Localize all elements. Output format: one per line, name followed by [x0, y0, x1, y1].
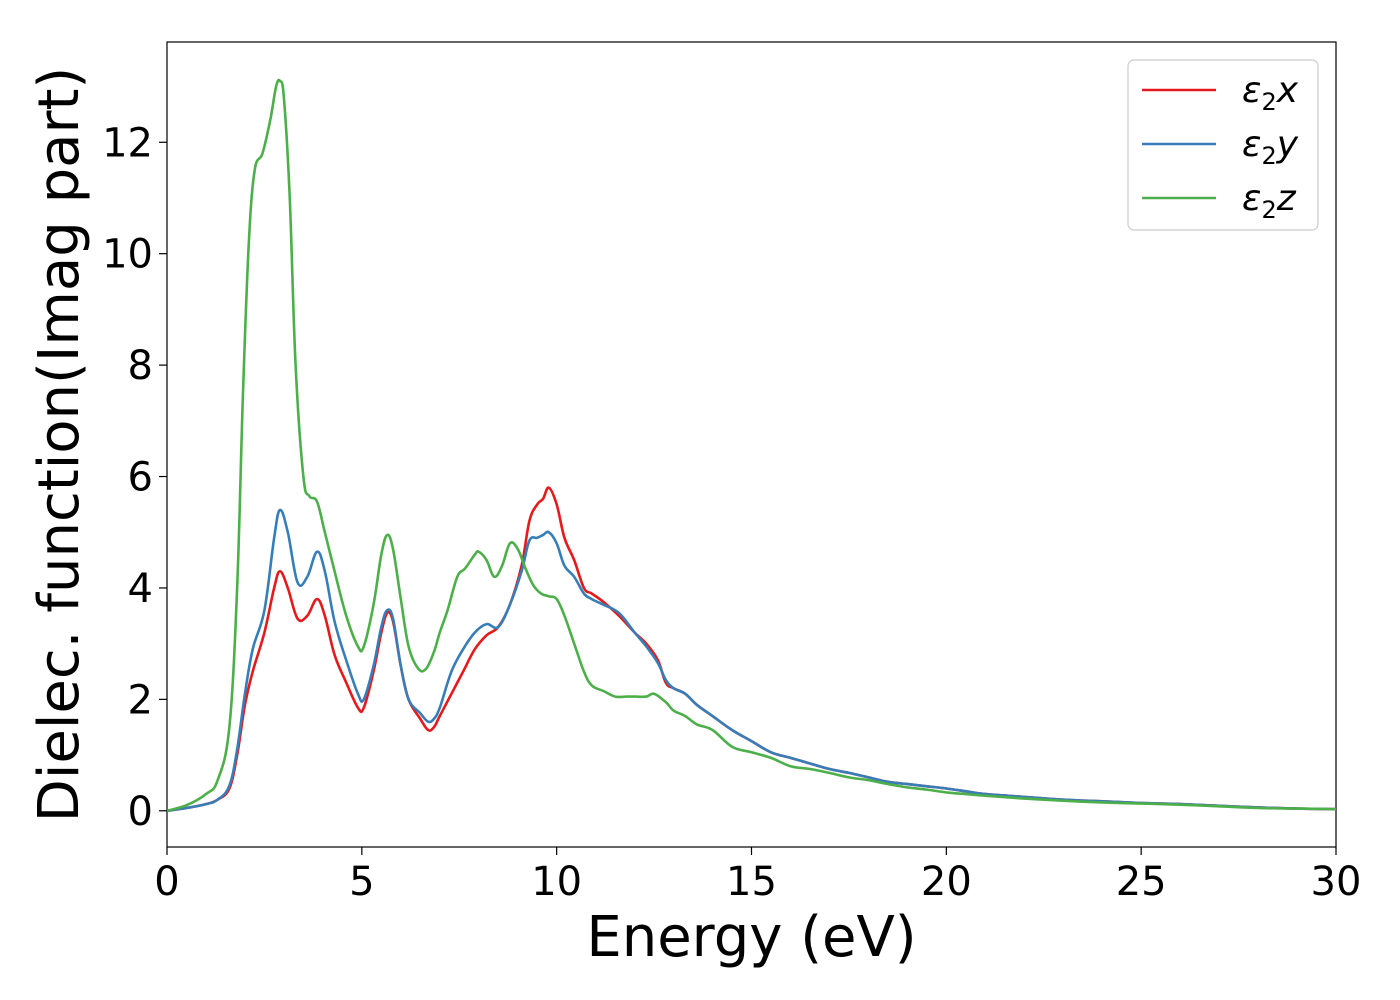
series-layer	[167, 78, 1336, 813]
y-tick-label: 2	[128, 677, 153, 723]
x-tick-label: 5	[349, 859, 374, 905]
y-tick-label: 10	[102, 232, 153, 278]
y-tick-label: 0	[128, 789, 153, 835]
x-tick-label: 0	[154, 859, 179, 905]
y-tick-label: 6	[128, 455, 153, 501]
x-axis-ticks: 0 5 10 15 20 25 30	[154, 847, 1361, 905]
y-tick-label: 4	[128, 566, 153, 612]
legend: ε2x ε2y ε2z	[1127, 59, 1319, 231]
legend-label-z: ε2z	[1242, 178, 1297, 224]
legend-box	[1127, 59, 1319, 231]
y-tick-label: 12	[102, 120, 153, 166]
x-tick-label: 10	[531, 859, 582, 905]
x-tick-label: 30	[1311, 859, 1362, 905]
y-tick-label: 8	[128, 343, 153, 389]
x-tick-label: 20	[921, 859, 972, 905]
y-axis-ticks: 0 2 4 6 8 10 12	[102, 120, 167, 835]
y-axis-title: Dielec. function(Imag part)	[27, 67, 92, 823]
series-line-z	[167, 78, 1336, 813]
legend-label-y: ε2y	[1242, 124, 1299, 170]
series-line-y	[167, 508, 1336, 813]
x-tick-label: 15	[726, 859, 777, 905]
legend-label-x: ε2x	[1242, 70, 1299, 116]
x-tick-label: 25	[1116, 859, 1167, 905]
x-axis-title: Energy (eV)	[586, 905, 916, 970]
